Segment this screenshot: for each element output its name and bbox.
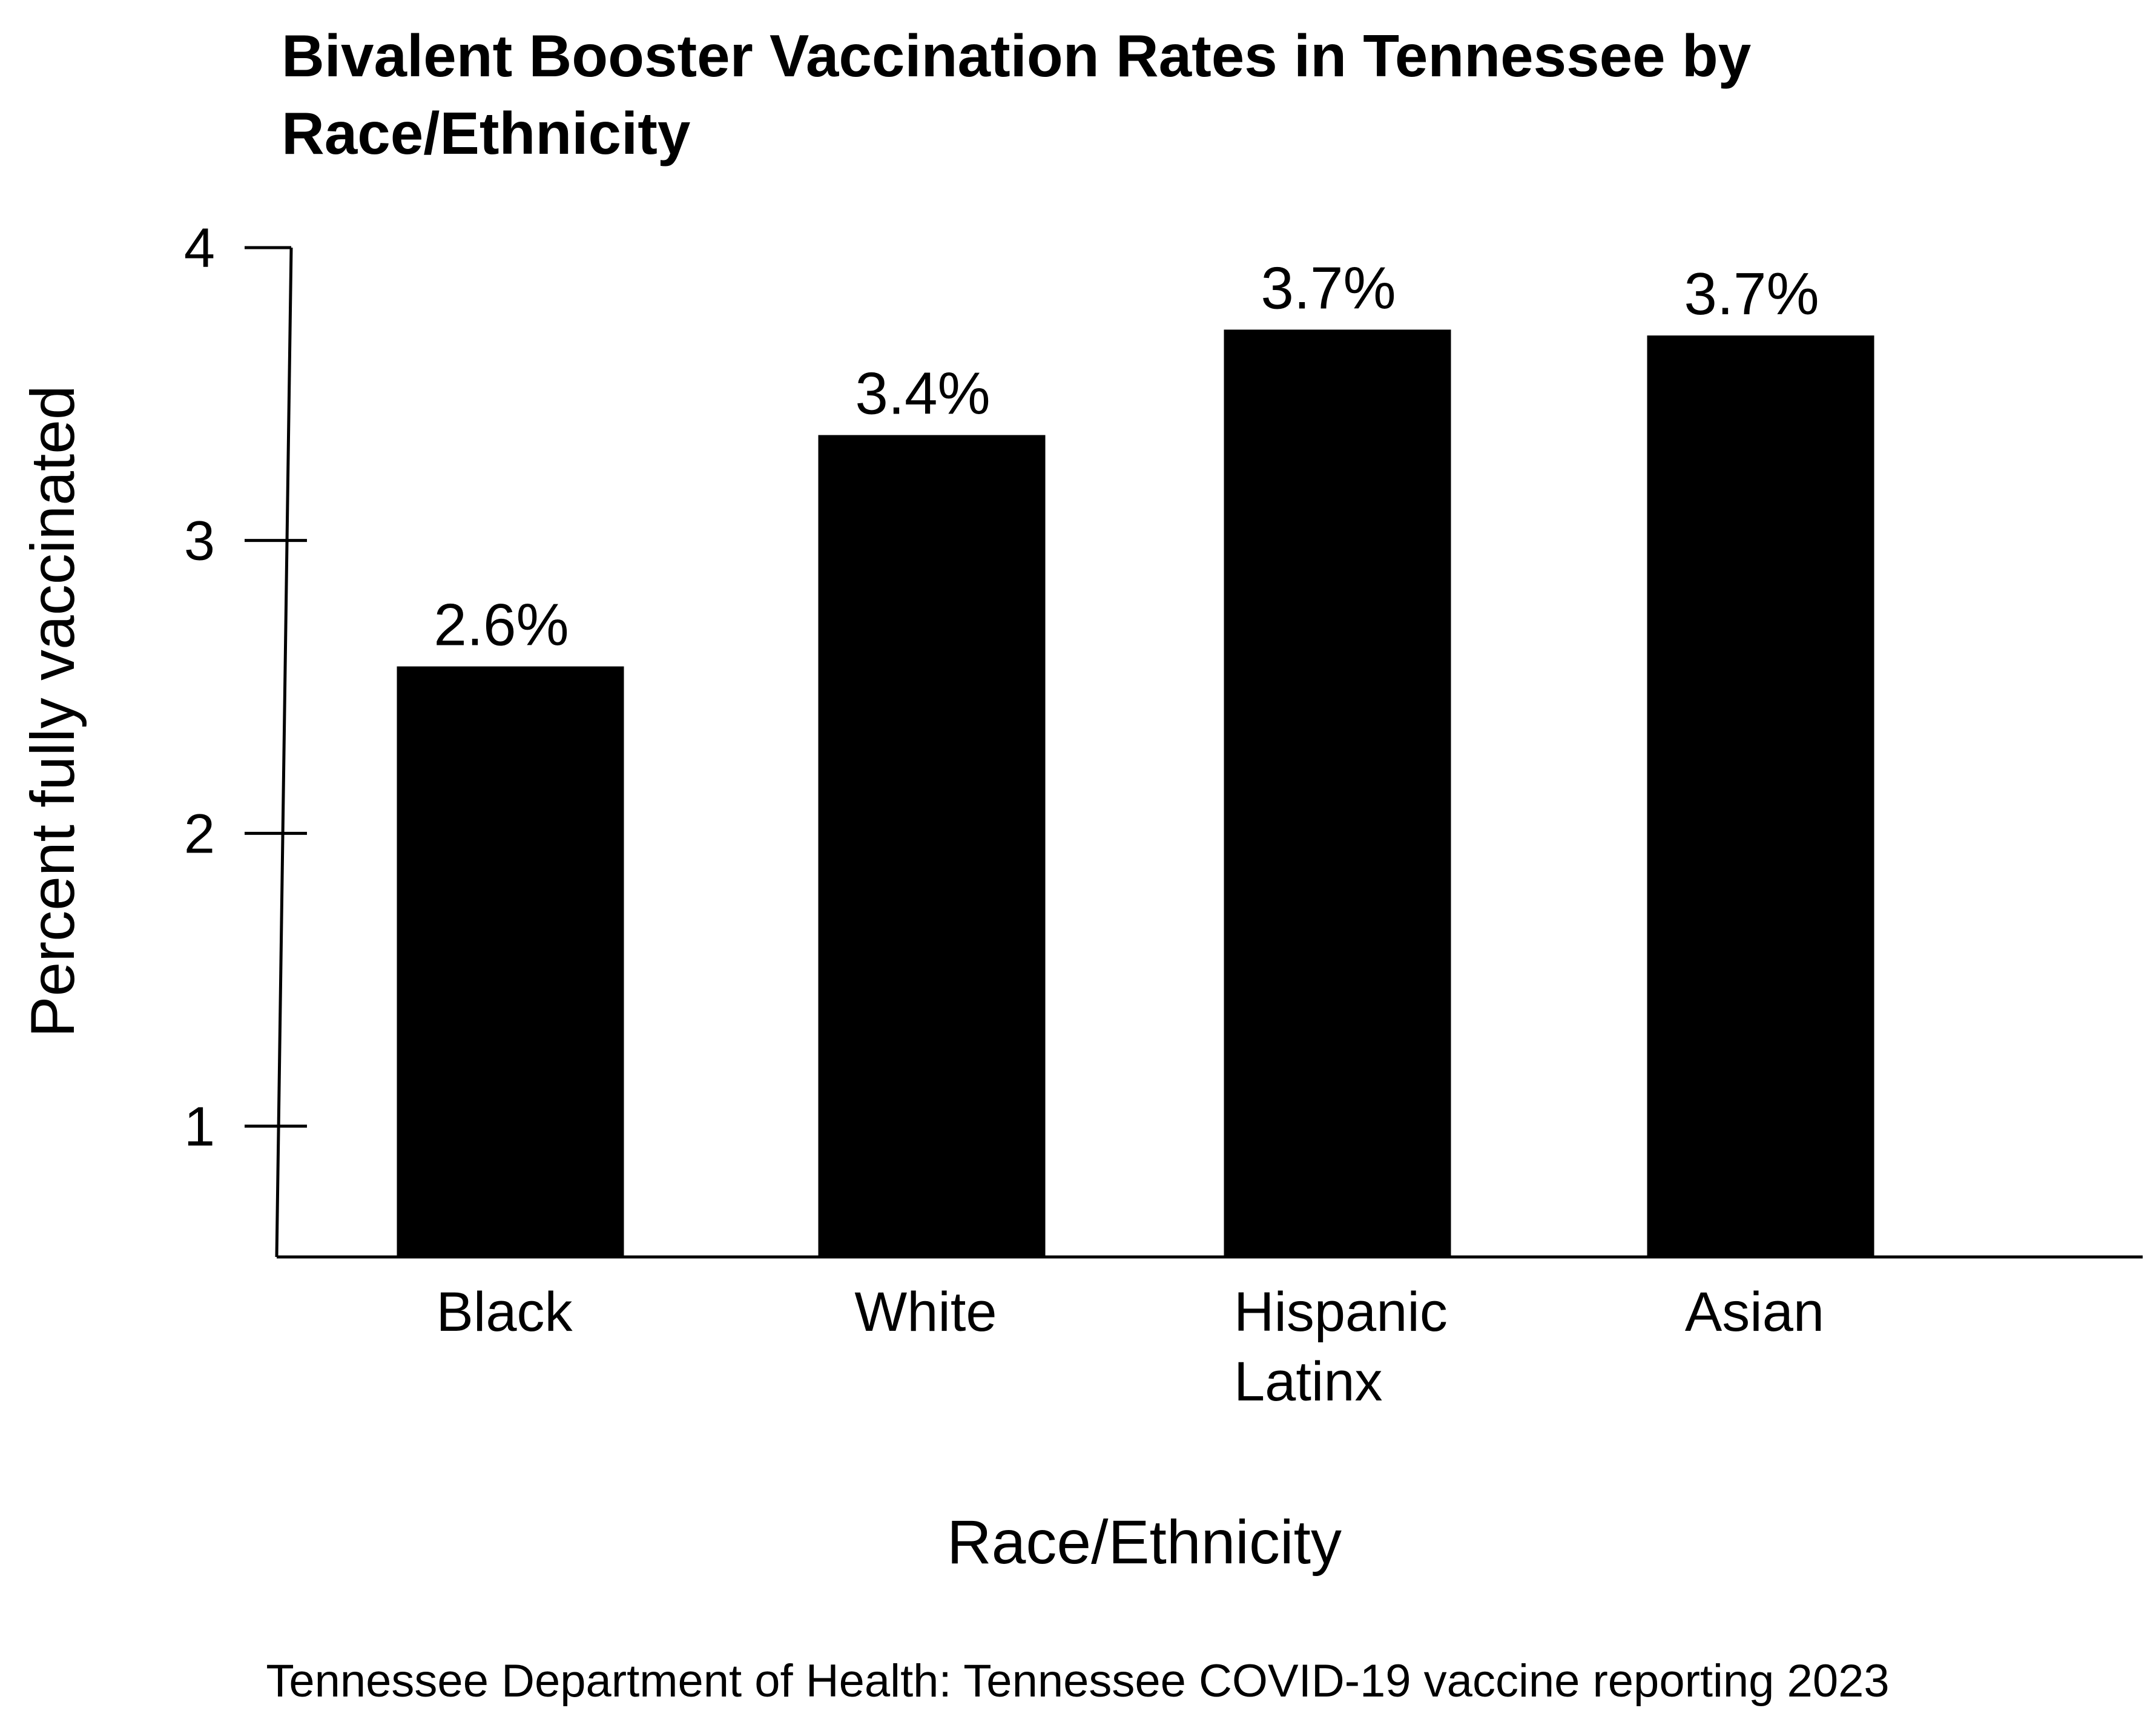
bar bbox=[397, 666, 624, 1257]
y-tick-label: 2 bbox=[184, 803, 215, 865]
x-category-label: Hispanic bbox=[1234, 1281, 1448, 1343]
data-label: 3.7% bbox=[1684, 260, 1819, 327]
bar bbox=[1647, 335, 1874, 1257]
y-axis: 1 2 3 4 bbox=[184, 217, 307, 1258]
x-category-label: White bbox=[854, 1281, 997, 1343]
y-tick-label: 3 bbox=[184, 510, 215, 572]
x-category-label: Latinx bbox=[1234, 1351, 1383, 1413]
data-labels-group: 2.6% 3.4% 3.7% 3.7% bbox=[434, 254, 1819, 658]
chart-title-line-1: Bivalent Booster Vaccination Rates in Te… bbox=[282, 22, 1751, 89]
x-category-label: Asian bbox=[1685, 1281, 1824, 1343]
data-label: 3.4% bbox=[855, 360, 990, 427]
source-note: Tennessee Department of Health: Tennesse… bbox=[266, 1655, 1889, 1707]
bars-group bbox=[397, 329, 1874, 1258]
y-tick-label: 4 bbox=[184, 217, 215, 279]
y-axis-line bbox=[275, 247, 293, 1258]
data-label: 2.6% bbox=[434, 592, 569, 658]
x-category-label: Black bbox=[437, 1281, 573, 1343]
chart-title-line-2: Race/Ethnicity bbox=[282, 100, 690, 167]
bar bbox=[818, 435, 1046, 1258]
x-axis-title: Race/Ethnicity bbox=[947, 1508, 1342, 1577]
y-tick-label: 1 bbox=[184, 1096, 215, 1158]
data-label: 3.7% bbox=[1261, 254, 1396, 321]
y-axis-title: Percent fully vaccinated bbox=[18, 385, 87, 1037]
category-labels-group: Black White Hispanic Latinx Asian bbox=[437, 1281, 1825, 1413]
bar bbox=[1224, 329, 1451, 1257]
